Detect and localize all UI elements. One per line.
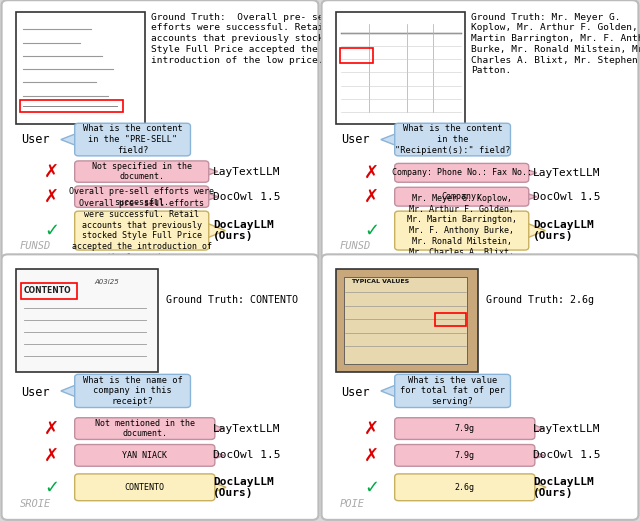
- Text: ✗: ✗: [364, 419, 380, 438]
- Polygon shape: [525, 169, 537, 177]
- Text: DocLayLLM
(Ours): DocLayLLM (Ours): [533, 220, 594, 241]
- FancyBboxPatch shape: [75, 186, 209, 207]
- Text: Ground Truth: Mr. Meyer G.
Koplow, Mr. Arthur F. Golden, Mr.
Martin Barrington, : Ground Truth: Mr. Meyer G. Koplow, Mr. A…: [471, 13, 640, 76]
- FancyBboxPatch shape: [321, 0, 639, 262]
- FancyBboxPatch shape: [395, 374, 511, 407]
- FancyBboxPatch shape: [395, 123, 511, 156]
- Text: 2.6g: 2.6g: [455, 483, 475, 492]
- Text: User: User: [341, 133, 369, 146]
- Polygon shape: [381, 133, 398, 146]
- Text: What is the value
for total fat of per
serving?: What is the value for total fat of per s…: [400, 376, 505, 406]
- Text: Not mentioned in the
document.: Not mentioned in the document.: [95, 419, 195, 439]
- Text: ✗: ✗: [364, 188, 380, 206]
- Text: ✗: ✗: [364, 446, 380, 464]
- Polygon shape: [205, 222, 225, 239]
- Text: TYPICAL VALUES: TYPICAL VALUES: [351, 279, 409, 284]
- Text: Company:: Company:: [442, 192, 482, 201]
- Polygon shape: [205, 192, 218, 201]
- FancyBboxPatch shape: [395, 444, 535, 466]
- Polygon shape: [211, 451, 224, 460]
- Text: ✗: ✗: [364, 164, 380, 182]
- Polygon shape: [525, 193, 537, 201]
- Text: 7.9g: 7.9g: [455, 451, 475, 460]
- Text: ✗: ✗: [44, 163, 60, 181]
- Text: LayTextLLM: LayTextLLM: [533, 424, 601, 433]
- Polygon shape: [525, 222, 545, 239]
- Polygon shape: [211, 482, 226, 493]
- FancyBboxPatch shape: [344, 277, 467, 364]
- Text: YAN NIACK: YAN NIACK: [122, 451, 167, 460]
- Text: ✓: ✓: [364, 221, 380, 240]
- FancyBboxPatch shape: [16, 12, 145, 124]
- Polygon shape: [61, 133, 78, 146]
- Text: DocLayLLM
(Ours): DocLayLLM (Ours): [533, 477, 594, 498]
- FancyBboxPatch shape: [16, 269, 157, 373]
- FancyBboxPatch shape: [395, 187, 529, 206]
- Text: What is the content
in the "PRE-SELL"
field?: What is the content in the "PRE-SELL" fi…: [83, 125, 182, 155]
- Text: SROIE: SROIE: [20, 499, 51, 509]
- Text: DocOwl 1.5: DocOwl 1.5: [213, 450, 281, 461]
- Polygon shape: [381, 384, 398, 398]
- Polygon shape: [205, 167, 218, 176]
- FancyBboxPatch shape: [75, 161, 209, 182]
- Text: LayTextLLM: LayTextLLM: [533, 168, 601, 178]
- Text: ✓: ✓: [44, 478, 60, 497]
- Text: What is the content
in the
"Recipient(s):" field?: What is the content in the "Recipient(s)…: [395, 125, 510, 155]
- Text: Ground Truth:  Overall pre- sell
efforts were successful. Retail
accounts that p: Ground Truth: Overall pre- sell efforts …: [151, 13, 335, 65]
- Text: Ground Truth: 2.6g: Ground Truth: 2.6g: [486, 295, 594, 305]
- Text: ✗: ✗: [44, 419, 60, 438]
- Text: ✓: ✓: [364, 478, 380, 497]
- FancyBboxPatch shape: [75, 211, 209, 250]
- Text: Not specified in the
document.: Not specified in the document.: [92, 162, 192, 181]
- Text: LayTextLLM: LayTextLLM: [213, 167, 281, 177]
- Text: Overall pre-sell efforts were
successful.: Overall pre-sell efforts were successful…: [69, 187, 214, 206]
- Text: CONTENTO: CONTENTO: [125, 483, 164, 492]
- Polygon shape: [531, 451, 544, 460]
- Text: DocOwl 1.5: DocOwl 1.5: [533, 192, 601, 202]
- Text: Overall pre- sell efforts
were successful. Retail
accounts that previously
stock: Overall pre- sell efforts were successfu…: [72, 199, 212, 262]
- FancyBboxPatch shape: [75, 444, 215, 466]
- Text: DocOwl 1.5: DocOwl 1.5: [213, 192, 281, 202]
- Text: User: User: [341, 386, 369, 399]
- Text: DocLayLLM
(Ours): DocLayLLM (Ours): [213, 477, 274, 498]
- Text: ✗: ✗: [44, 446, 60, 464]
- FancyBboxPatch shape: [395, 418, 535, 439]
- Text: DocOwl 1.5: DocOwl 1.5: [533, 450, 601, 461]
- Text: What is the name of
company in this
receipt?: What is the name of company in this rece…: [83, 376, 182, 406]
- FancyBboxPatch shape: [321, 254, 639, 520]
- Text: ✓: ✓: [44, 221, 60, 240]
- Text: CONTENTO: CONTENTO: [24, 286, 72, 294]
- Text: Mr. Meyer G. Koplow,
Mr. Arthur F. Golden,
Mr. Martin Barrington,
Mr. F. Anthony: Mr. Meyer G. Koplow, Mr. Arthur F. Golde…: [407, 194, 516, 267]
- Text: FUNSD: FUNSD: [20, 241, 51, 251]
- FancyBboxPatch shape: [75, 474, 215, 501]
- Text: User: User: [21, 133, 49, 146]
- Text: ✗: ✗: [44, 188, 60, 206]
- Text: LayTextLLM: LayTextLLM: [213, 424, 281, 433]
- FancyBboxPatch shape: [336, 269, 477, 373]
- Text: FUNSD: FUNSD: [340, 241, 371, 251]
- Text: POIE: POIE: [340, 499, 365, 509]
- Polygon shape: [211, 424, 224, 433]
- FancyBboxPatch shape: [395, 211, 529, 250]
- Text: 7.9g: 7.9g: [455, 424, 475, 433]
- Text: A03i25: A03i25: [94, 279, 118, 285]
- FancyBboxPatch shape: [75, 374, 191, 407]
- Text: Ground Truth: CONTENTO: Ground Truth: CONTENTO: [166, 295, 298, 305]
- FancyBboxPatch shape: [395, 164, 529, 182]
- Polygon shape: [61, 384, 78, 398]
- Text: Company: Phone No.: Fax No.:: Company: Phone No.: Fax No.:: [392, 168, 532, 177]
- Polygon shape: [531, 424, 544, 433]
- FancyBboxPatch shape: [1, 0, 319, 262]
- FancyBboxPatch shape: [75, 418, 215, 439]
- FancyBboxPatch shape: [336, 12, 465, 124]
- Text: User: User: [21, 386, 49, 399]
- FancyBboxPatch shape: [395, 474, 535, 501]
- Text: DocLayLLM
(Ours): DocLayLLM (Ours): [213, 220, 274, 241]
- FancyBboxPatch shape: [1, 254, 319, 520]
- FancyBboxPatch shape: [75, 123, 191, 156]
- Polygon shape: [531, 482, 546, 493]
